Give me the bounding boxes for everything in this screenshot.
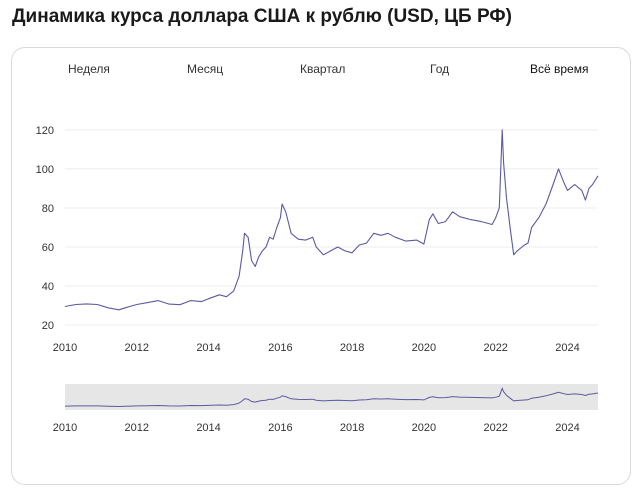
x-tick-label: 2024	[555, 342, 579, 354]
x-tick-label: 2010	[53, 342, 77, 354]
tab-week[interactable]: Неделя	[68, 62, 110, 76]
navigator-x-tick-label: 2010	[53, 422, 77, 434]
tab-year[interactable]: Год	[430, 62, 450, 76]
x-tick-label: 2012	[125, 342, 149, 354]
y-tick-label: 80	[42, 203, 54, 215]
x-tick-label: 2016	[268, 342, 292, 354]
navigator-x-tick-label: 2012	[125, 422, 149, 434]
navigator-x-tick-label: 2018	[340, 422, 364, 434]
tab-all-time[interactable]: Всё время	[530, 62, 589, 76]
navigator-x-tick-label: 2016	[268, 422, 292, 434]
navigator-x-tick-label: 2022	[483, 422, 507, 434]
navigator-x-tick-label: 2020	[412, 422, 436, 434]
navigator-x-tick-label: 2024	[555, 422, 579, 434]
tab-month[interactable]: Месяц	[187, 62, 224, 76]
series-line	[64, 129, 599, 311]
navigator-series-line	[64, 387, 599, 408]
y-tick-label: 60	[42, 242, 54, 254]
y-tick-label: 20	[42, 320, 54, 332]
x-tick-label: 2018	[340, 342, 364, 354]
page-title: Динамика курса доллара США к рублю (USD,…	[12, 6, 512, 27]
y-tick-label: 40	[42, 281, 54, 293]
y-tick-label: 120	[36, 125, 54, 137]
navigator-x-tick-label: 2014	[196, 422, 220, 434]
x-tick-label: 2022	[483, 342, 507, 354]
y-tick-label: 100	[36, 164, 54, 176]
x-tick-label: 2014	[196, 342, 220, 354]
chart-card	[11, 47, 631, 485]
tab-quarter[interactable]: Квартал	[300, 62, 346, 76]
x-tick-label: 2020	[412, 342, 436, 354]
